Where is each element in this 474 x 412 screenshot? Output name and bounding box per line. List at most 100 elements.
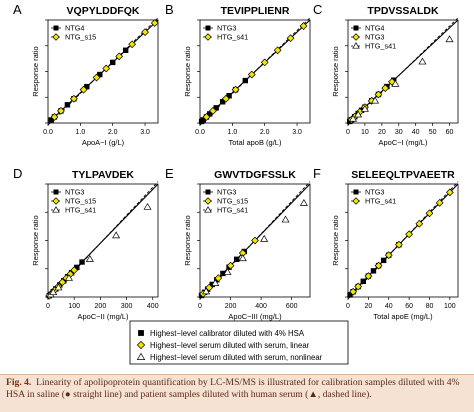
data-point <box>79 259 85 265</box>
bottom-legend: Highest−level calibrator diluted with 4%… <box>129 320 349 365</box>
data-point <box>299 198 308 206</box>
data-point <box>122 47 129 53</box>
x-tick-label: 40 <box>385 303 393 310</box>
data-point <box>205 283 214 292</box>
data-point <box>273 46 282 55</box>
data-point <box>370 268 377 274</box>
data-point <box>391 79 400 87</box>
legend-label: NTG3 <box>217 188 236 197</box>
x-tick-label: 3.0 <box>292 129 302 136</box>
x-tick-label: 50 <box>429 129 437 136</box>
data-point <box>69 94 78 103</box>
data-point <box>388 77 396 86</box>
legend-label: HTG_s41 <box>365 197 396 206</box>
x-tick-label: 80 <box>426 303 434 310</box>
data-point <box>231 85 240 94</box>
panel-title: SELEEQLTPVAEETR <box>351 169 455 181</box>
y-axis-label: Response ratio <box>183 215 192 265</box>
data-point <box>115 52 124 61</box>
data-point <box>418 57 427 65</box>
data-point <box>354 282 363 291</box>
serum-fit-line <box>347 181 459 300</box>
x-tick-label: 400 <box>255 303 267 310</box>
x-tick-label: 0 <box>198 303 202 310</box>
data-point <box>49 288 58 296</box>
data-point <box>202 287 211 295</box>
x-axis-label: Total apoB (g/L) <box>229 138 282 147</box>
caption-body: Linearity of apolipoprotein quantificati… <box>6 377 460 400</box>
legend-label: HTG_s41 <box>217 206 248 215</box>
data-point <box>415 219 424 228</box>
data-point <box>221 94 230 103</box>
data-point <box>374 90 383 99</box>
caption-label: Fig. 4. <box>6 377 32 388</box>
x-tick-label: 0.0 <box>195 129 205 136</box>
panel-e: E GWVTDGFSSLK 0 200 400 600 ApoC−III (mg/L) Res… <box>165 166 311 321</box>
figure-caption: Fig. 4. Linearity of apolipoprotein quan… <box>0 374 474 412</box>
data-point <box>435 198 444 207</box>
x-tick-label: 300 <box>121 303 133 310</box>
data-point <box>64 273 73 281</box>
legend-marker <box>52 197 60 205</box>
data-point <box>395 240 403 249</box>
panel-title: TPDVSSALDK <box>367 5 439 17</box>
x-tick-label: 0 <box>346 303 350 310</box>
x-tick-label: 100 <box>444 303 456 310</box>
legend-marker <box>204 197 212 205</box>
data-point <box>102 64 111 73</box>
data-point <box>349 287 357 296</box>
x-tick-label: 20 <box>364 303 372 310</box>
data-point <box>251 236 259 245</box>
caption-text: Fig. 4. Linearity of apolipoprotein quan… <box>6 377 468 401</box>
x-tick-label: 200 <box>95 303 107 310</box>
series-htg-s41 <box>202 22 308 121</box>
data-point <box>141 28 149 37</box>
legend-label: NTG4 <box>65 24 84 33</box>
x-axis-label: ApoC−II (mg/L) <box>77 312 129 321</box>
panel-b: B TEVIPPLIENR 0.0 1.0 2.0 3.0 Total apoB (g/L)… <box>165 2 311 147</box>
data-point <box>364 272 373 280</box>
panel-letter: C <box>313 2 322 17</box>
legend-marker <box>352 197 360 205</box>
panel-letter: A <box>13 2 22 17</box>
data-point <box>226 261 235 270</box>
legend-label: NTG3 <box>217 24 236 33</box>
legend-marker <box>205 189 211 195</box>
data-point <box>85 255 94 262</box>
y-axis-label: Response ratio <box>31 215 40 265</box>
legend-label: NTG3 <box>365 33 384 42</box>
x-tick-label: 10 <box>361 129 369 136</box>
panel-title: TYLPAVDEK <box>72 169 134 181</box>
data-point <box>112 231 121 239</box>
x-tick-label: 2.0 <box>108 129 118 136</box>
data-point <box>79 85 88 94</box>
x-tick-label: 3.0 <box>140 129 150 136</box>
series-htg-s41 <box>349 35 454 122</box>
panel-title: VQPYLDDFQK <box>67 5 140 17</box>
x-tick-label: 1.0 <box>75 129 85 136</box>
y-axis-label: Response ratio <box>183 46 192 96</box>
data-point <box>286 34 295 43</box>
legend-label: NTG_s15 <box>65 33 96 42</box>
x-axis-label: Total apoE (mg/L) <box>373 312 433 321</box>
data-point <box>349 114 358 122</box>
panel-c: C TPDVSSALDK 0 10 20 30 40 50 60 ApoC−I (mg/L) Res… <box>313 2 459 147</box>
legend-marker <box>352 42 360 49</box>
legend-marker <box>204 33 212 41</box>
data-point <box>354 110 363 118</box>
data-point <box>242 77 248 84</box>
legend-marker <box>53 25 59 31</box>
x-axis-label: ApoA−I (g/L) <box>82 138 125 147</box>
data-point <box>150 19 159 27</box>
legend-marker <box>205 25 211 31</box>
y-axis-label: Response ratio <box>331 215 340 265</box>
bottom-legend-marker <box>138 330 144 336</box>
legend-label: NTG3 <box>365 188 384 197</box>
panel-letter: E <box>165 166 174 181</box>
y-axis-label: Response ratio <box>31 46 40 96</box>
x-axis-label: ApoC−III (mg/L) <box>228 312 282 321</box>
